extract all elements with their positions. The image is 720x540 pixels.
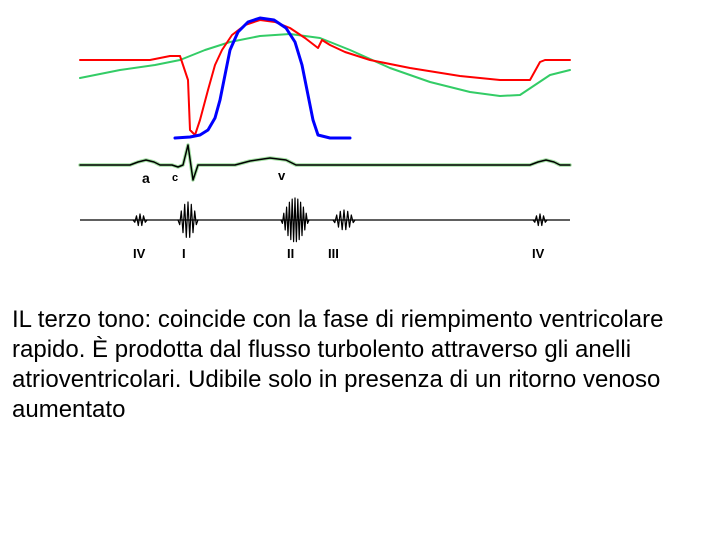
wave-label: I [182,246,186,261]
wave-label: IV [532,246,544,261]
caption-text: IL terzo tono: coincide con la fase di r… [12,305,708,425]
wave-label: v [278,168,285,183]
wave-label: III [328,246,339,261]
wave-label: II [287,246,294,261]
wave-label: c [172,172,178,184]
wave-label: IV [133,246,145,261]
cardiac-cycle-diagram: acvIVIIIIIIIV [60,10,580,290]
wave-label: a [142,170,150,186]
